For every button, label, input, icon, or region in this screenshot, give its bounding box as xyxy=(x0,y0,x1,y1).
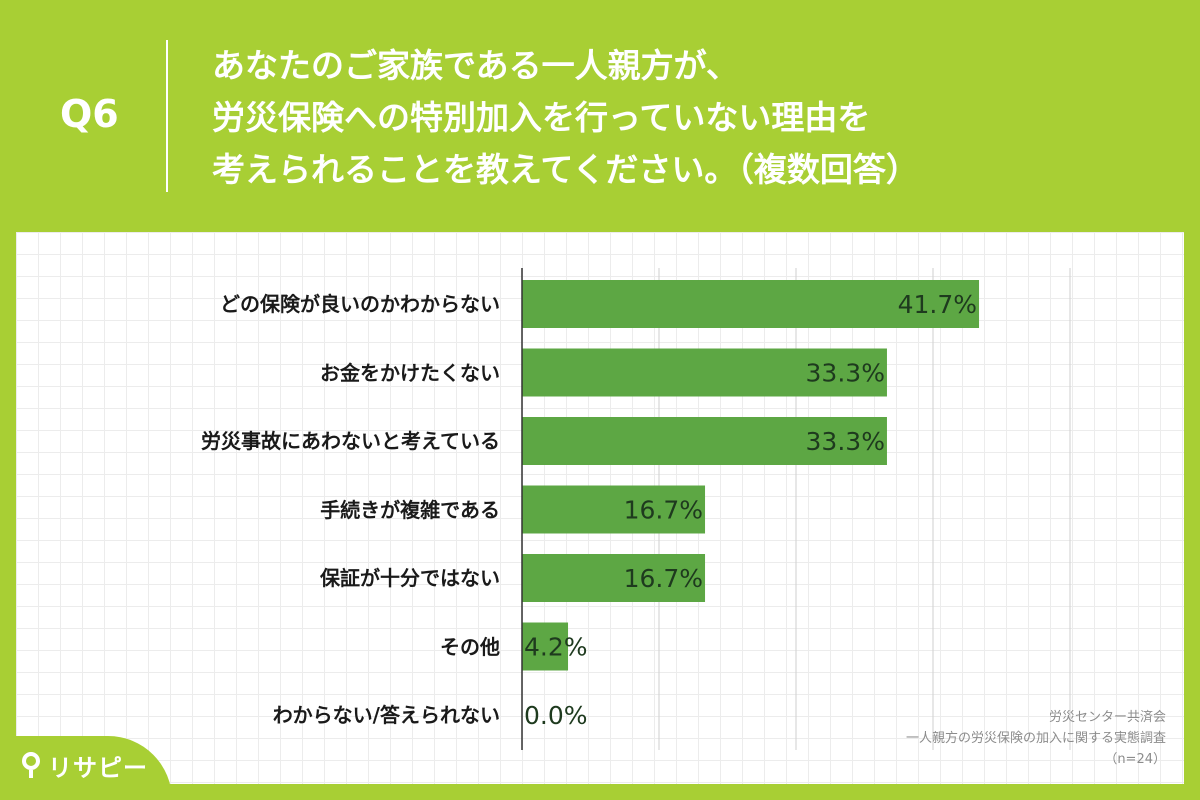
source-org: 労災センター共済会 xyxy=(1048,710,1166,725)
category-label: わからない/答えられない xyxy=(272,703,500,727)
bar-value-label: 16.7% xyxy=(624,496,703,525)
bar xyxy=(522,554,706,602)
question-line-3: 考えられることを教えてください。（複数回答） xyxy=(212,150,919,189)
source-note: 労災センター共済会 一人親方の労災保険の加入に関する実態調査 （n=24） xyxy=(906,707,1166,770)
header: Q6 あなたのご家族である一人親方が、 労災保険への特別加入を行っていない理由を… xyxy=(0,0,1200,230)
source-sample: （n=24） xyxy=(1104,752,1166,767)
brand-logo: リサピー xyxy=(0,736,172,800)
source-survey: 一人親方の労災保険の加入に関する実態調査 xyxy=(905,731,1166,746)
bar-value-label: 41.7% xyxy=(898,290,977,319)
bar-value-label: 4.2% xyxy=(524,633,588,662)
bar-value-label: 0.0% xyxy=(524,701,588,730)
bar-value-label: 33.3% xyxy=(806,359,885,388)
question-line-2: 労災保険への特別加入を行っていない理由を xyxy=(212,98,871,137)
bar xyxy=(522,485,706,534)
pin-icon xyxy=(22,752,40,778)
category-label: お金をかけたくない xyxy=(320,360,500,385)
category-label: どの保険が良いのかわからない xyxy=(220,292,500,316)
bar xyxy=(522,348,887,397)
bar xyxy=(522,417,887,465)
question-number: Q6 xyxy=(60,92,119,136)
bar xyxy=(522,622,569,671)
question-line-1: あなたのご家族である一人親方が、 xyxy=(212,46,740,85)
question-text: あなたのご家族である一人親方が、 労災保険への特別加入を行っていない理由を 考え… xyxy=(212,40,1172,196)
logo-text: リサピー xyxy=(48,754,148,782)
header-divider xyxy=(166,40,168,192)
bar-value-label: 16.7% xyxy=(624,564,703,593)
bar xyxy=(522,280,980,328)
category-label: 労災事故にあわないと考えている xyxy=(201,429,500,453)
category-label: 手続きが複雑である xyxy=(320,497,500,522)
bar-value-label: 33.3% xyxy=(806,427,885,456)
category-label: その他 xyxy=(440,634,500,659)
category-label: 保証が十分ではない xyxy=(320,566,500,590)
